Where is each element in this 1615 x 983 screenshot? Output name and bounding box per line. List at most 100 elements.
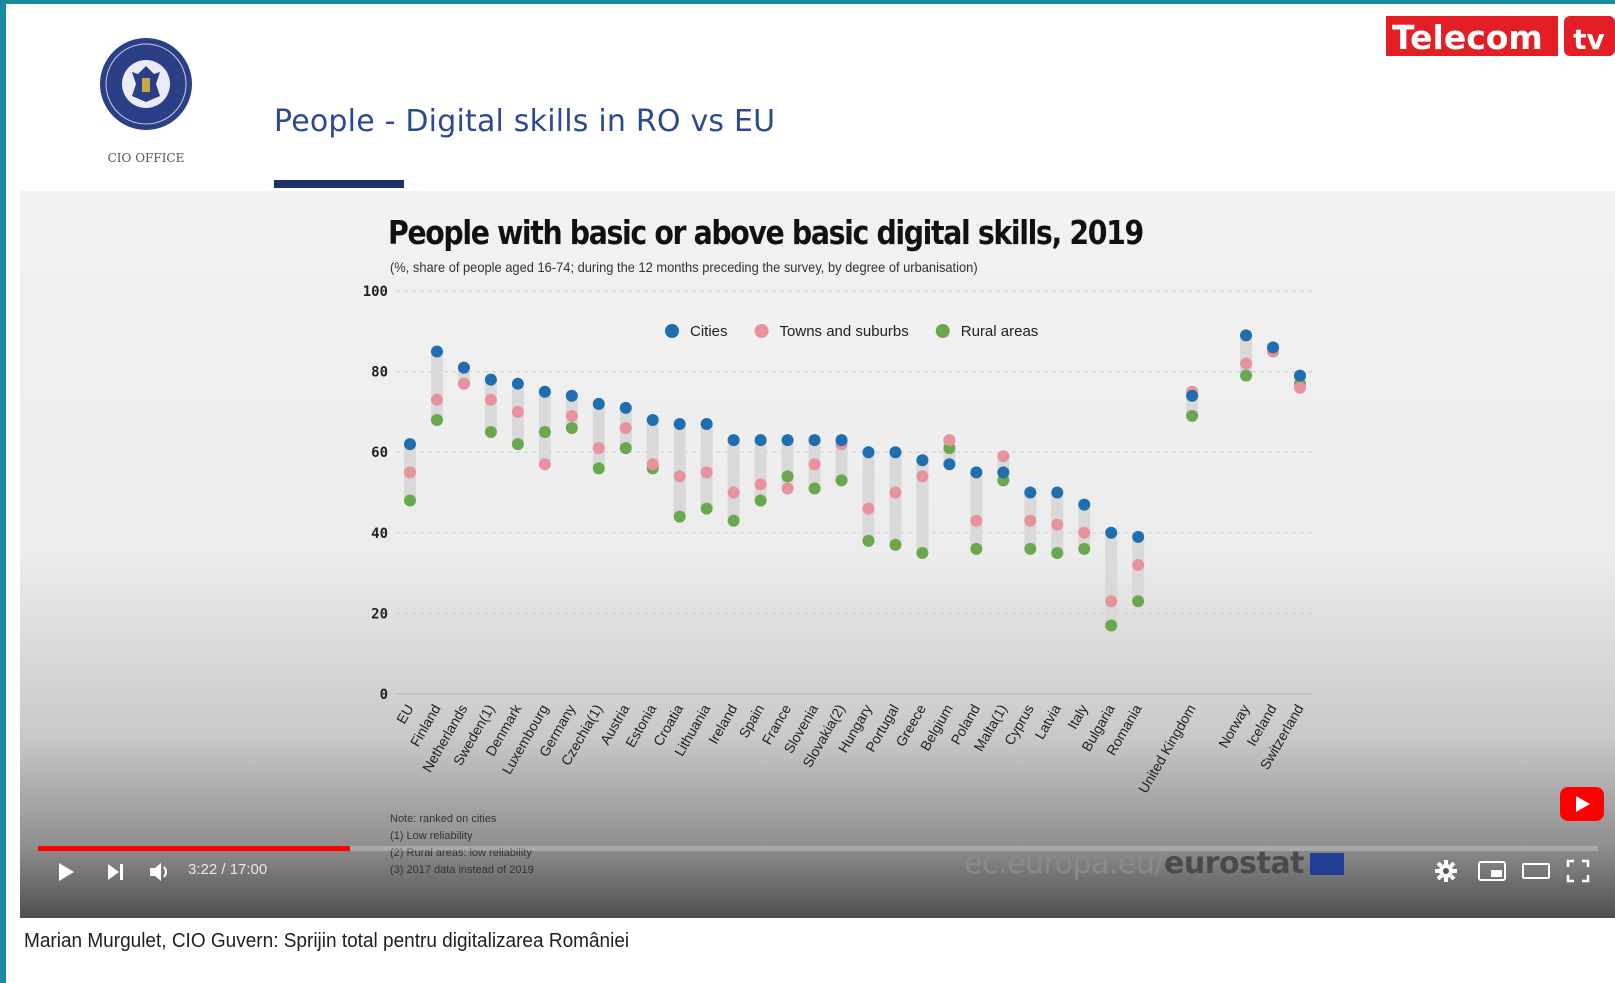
range-bar: [592, 403, 605, 469]
data-point-rural-areas: [862, 534, 875, 547]
data-point-rural-areas: [727, 514, 740, 527]
data-point-towns-and-suburbs: [511, 405, 524, 418]
miniplayer-icon[interactable]: [1478, 861, 1506, 881]
tv-logo-text: tv: [1573, 23, 1605, 56]
data-point-towns-and-suburbs: [754, 478, 767, 491]
data-point-cities: [1186, 389, 1199, 402]
chart: 020406080100EUFinlandNetherlandsSweden(1…: [363, 284, 1312, 796]
data-point-rural-areas: [592, 462, 605, 475]
data-point-towns-and-suburbs: [727, 486, 740, 499]
slide-title: People - Digital skills in RO vs EU: [274, 104, 776, 139]
data-point-towns-and-suburbs: [1051, 518, 1064, 531]
data-point-towns-and-suburbs: [1105, 595, 1118, 608]
play-icon[interactable]: [56, 861, 76, 883]
data-point-cities: [862, 446, 875, 459]
data-point-cities: [538, 385, 551, 398]
source-domain: ec.europa.eu/: [964, 846, 1165, 881]
data-point-towns-and-suburbs: [1024, 514, 1037, 527]
range-bar: [430, 351, 443, 420]
data-point-rural-areas: [430, 413, 443, 426]
data-point-cities: [916, 454, 929, 467]
range-bar: [646, 419, 659, 469]
data-point-cities: [646, 413, 659, 426]
data-point-towns-and-suburbs: [1294, 381, 1306, 394]
data-point-cities: [619, 401, 632, 414]
video-player[interactable]: People with basic or above basic digital…: [20, 191, 1615, 918]
legend-label: Cities: [690, 323, 728, 340]
data-point-towns-and-suburbs: [592, 442, 605, 455]
y-tick-label: 100: [363, 284, 388, 300]
data-point-rural-areas: [673, 510, 686, 523]
data-point-rural-areas: [970, 542, 983, 555]
y-tick-label: 80: [371, 365, 388, 381]
data-point-rural-areas: [404, 494, 416, 507]
x-tick-label: United Kingdom: [1135, 702, 1199, 796]
data-point-towns-and-suburbs: [404, 466, 416, 479]
data-point-towns-and-suburbs: [484, 393, 497, 406]
note-line: (3) 2017 data instead of 2019: [390, 864, 534, 876]
data-point-cities: [673, 417, 686, 430]
x-tick-label: EU: [393, 702, 417, 727]
data-point-towns-and-suburbs: [970, 514, 983, 527]
data-point-cities: [835, 434, 848, 447]
data-point-cities: [1024, 486, 1037, 499]
data-point-rural-areas: [619, 442, 632, 455]
chart-title: People with basic or above basic digital…: [388, 213, 1144, 252]
data-point-cities: [1132, 530, 1145, 543]
data-point-cities: [889, 446, 902, 459]
note-line: (2) Rural areas: low reliability: [390, 847, 532, 859]
legend-marker: [935, 324, 950, 338]
data-point-cities: [1051, 486, 1064, 499]
y-tick-label: 40: [371, 526, 388, 542]
data-point-towns-and-suburbs: [646, 458, 659, 471]
data-point-rural-areas: [1240, 369, 1253, 382]
data-point-rural-areas: [1051, 546, 1064, 559]
telecom-logo-text: Telecom: [1392, 18, 1543, 57]
range-bar: [700, 423, 713, 509]
eurostat-source: ec.europa.eu/eurostat: [964, 846, 1304, 881]
chart-notes: Note: ranked on cities (1) Low reliabili…: [390, 811, 534, 879]
progress-track[interactable]: [38, 846, 1598, 851]
data-point-cities: [511, 377, 524, 390]
progress-fill[interactable]: [38, 846, 350, 851]
youtube-logo-icon[interactable]: [1560, 787, 1604, 821]
data-point-cities: [997, 466, 1010, 479]
data-point-rural-areas: [889, 538, 902, 551]
video-caption[interactable]: Marian Murgulet, CIO Guvern: Sprijin tot…: [24, 930, 630, 952]
range-bar: [754, 440, 767, 501]
data-point-cities: [592, 397, 605, 410]
data-point-towns-and-suburbs: [1132, 559, 1145, 572]
data-point-towns-and-suburbs: [916, 470, 929, 483]
chart-subtitle: (%, share of people aged 16-74; during t…: [390, 259, 978, 275]
data-point-rural-areas: [808, 482, 821, 495]
x-tick-label: Italy: [1064, 702, 1091, 732]
data-point-rural-areas: [835, 474, 848, 487]
next-icon[interactable]: [106, 863, 126, 881]
legend-label: Rural areas: [961, 323, 1039, 340]
data-point-towns-and-suburbs: [538, 458, 551, 471]
data-point-towns-and-suburbs: [457, 377, 470, 390]
data-point-towns-and-suburbs: [1078, 526, 1091, 539]
data-point-rural-areas: [511, 438, 524, 451]
data-point-cities: [781, 434, 794, 447]
logo-caption: CIO OFFICE: [108, 151, 185, 165]
data-point-cities: [404, 438, 416, 451]
y-tick-label: 0: [380, 687, 388, 703]
note-line: Note: ranked on cities: [390, 813, 497, 825]
theater-icon[interactable]: [1522, 861, 1550, 881]
data-point-cities: [943, 458, 956, 471]
time-display: 3:22 / 17:00: [188, 861, 268, 878]
page: CIO OFFICE People - Digital skills in RO…: [6, 4, 1615, 983]
range-bar: [889, 452, 902, 545]
telecom-tv-logo: Telecom tv: [1386, 16, 1615, 57]
range-bar: [484, 379, 497, 433]
data-point-rural-areas: [916, 546, 929, 559]
data-point-rural-areas: [1132, 595, 1145, 608]
data-point-cities: [1240, 329, 1253, 342]
gear-icon[interactable]: [1434, 859, 1458, 883]
data-point-rural-areas: [781, 470, 794, 483]
fullscreen-icon[interactable]: [1566, 859, 1590, 883]
legend-marker: [665, 324, 679, 338]
data-point-cities: [727, 434, 740, 447]
volume-icon[interactable]: [148, 861, 172, 883]
